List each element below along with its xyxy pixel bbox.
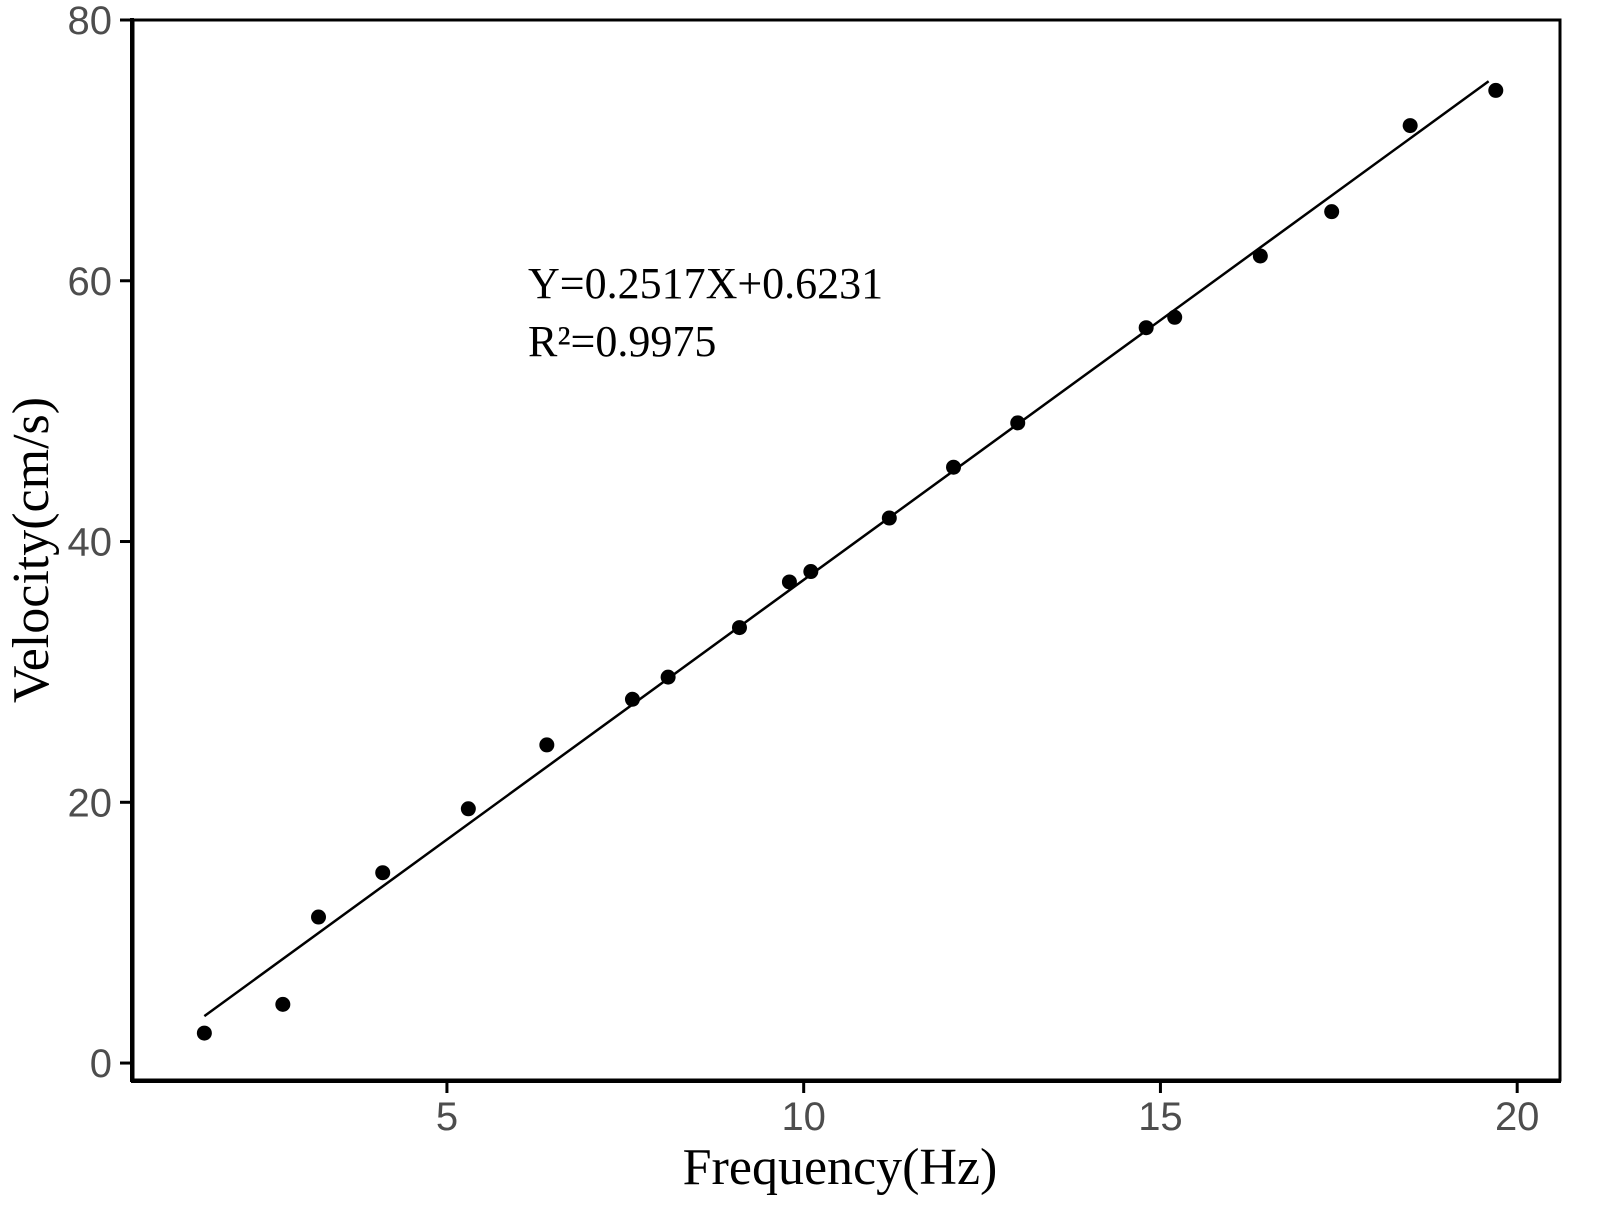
x-tick-label: 20 bbox=[1495, 1095, 1540, 1139]
data-point bbox=[196, 1025, 212, 1041]
data-point bbox=[731, 620, 747, 636]
y-tick-label: 40 bbox=[68, 521, 113, 565]
data-point bbox=[275, 996, 291, 1012]
y-tick-label: 80 bbox=[68, 0, 113, 43]
y-axis-ticks: 0 20 40 60 80 bbox=[68, 0, 132, 1086]
data-point bbox=[803, 564, 819, 580]
annotation-equation: Y=0.2517X+0.6231 bbox=[528, 259, 883, 308]
fit-line bbox=[203, 80, 1490, 1018]
data-point bbox=[881, 510, 897, 526]
y-tick-label: 0 bbox=[90, 1042, 112, 1086]
data-point bbox=[624, 691, 640, 707]
annotation-r-squared: R²=0.9975 bbox=[528, 317, 716, 366]
data-point bbox=[375, 865, 391, 881]
data-point bbox=[1402, 118, 1418, 134]
x-axis-ticks: 5 10 15 20 bbox=[436, 1081, 1540, 1139]
y-tick-label: 60 bbox=[68, 260, 113, 304]
data-point bbox=[781, 574, 797, 590]
data-point bbox=[660, 669, 676, 685]
x-tick-label: 15 bbox=[1138, 1095, 1183, 1139]
data-point bbox=[311, 909, 327, 925]
data-point bbox=[1324, 204, 1340, 220]
data-point bbox=[1488, 82, 1504, 98]
data-point bbox=[946, 459, 962, 475]
data-point bbox=[460, 801, 476, 817]
x-tick-label: 5 bbox=[436, 1095, 458, 1139]
data-point bbox=[1167, 309, 1183, 325]
x-axis-title: Frequency(Hz) bbox=[683, 1139, 998, 1196]
data-point bbox=[539, 737, 555, 753]
data-point bbox=[1010, 415, 1026, 431]
data-point bbox=[1252, 248, 1268, 264]
x-tick-label: 10 bbox=[781, 1095, 826, 1139]
y-tick-label: 20 bbox=[68, 781, 113, 825]
data-point bbox=[1138, 320, 1154, 336]
data-points bbox=[196, 82, 1504, 1041]
fit-line-group bbox=[203, 80, 1490, 1018]
y-axis-title: Velocity(cm/s) bbox=[3, 397, 60, 703]
